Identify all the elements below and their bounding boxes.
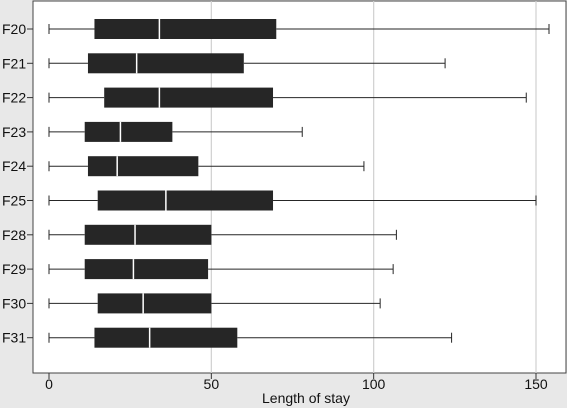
x-tick-label: 100 — [362, 376, 386, 392]
category-label: F28 — [2, 227, 26, 243]
box-iqr — [84, 121, 173, 142]
box-f29 — [48, 259, 394, 280]
category-label: F21 — [2, 55, 26, 71]
category-label: F30 — [2, 295, 26, 311]
category-label: F23 — [2, 124, 26, 140]
box-series — [48, 19, 550, 348]
box-iqr — [97, 293, 212, 314]
box-iqr — [94, 327, 238, 348]
box-f21 — [48, 53, 446, 74]
box-iqr — [104, 87, 274, 108]
category-label: F29 — [2, 261, 26, 277]
x-tick-label: 0 — [45, 376, 53, 392]
box-f31 — [48, 327, 453, 348]
category-labels: F20 F21 F22 F23 F24 F25 F28 F29 F30 F31 — [2, 21, 33, 346]
box-f30 — [48, 293, 381, 314]
box-f23 — [48, 121, 303, 142]
box-f20 — [48, 19, 550, 39]
box-iqr — [84, 224, 212, 245]
box-iqr — [97, 190, 274, 211]
box-f25 — [48, 190, 537, 211]
box-iqr — [87, 156, 199, 177]
box-f22 — [48, 87, 527, 108]
x-axis: 0 50 100 150 — [45, 373, 548, 392]
box-f24 — [48, 156, 365, 177]
category-label: F24 — [2, 158, 26, 174]
box-iqr — [87, 53, 244, 74]
box-f28 — [48, 224, 397, 245]
x-tick-label: 150 — [524, 376, 548, 392]
category-label: F22 — [2, 90, 26, 106]
category-label: F31 — [2, 330, 26, 346]
category-label: F25 — [2, 193, 26, 209]
category-label: F20 — [2, 21, 26, 37]
box-iqr — [84, 259, 209, 280]
box-iqr — [94, 19, 277, 39]
x-tick-label: 50 — [204, 376, 220, 392]
x-axis-title: Length of stay — [262, 390, 350, 406]
